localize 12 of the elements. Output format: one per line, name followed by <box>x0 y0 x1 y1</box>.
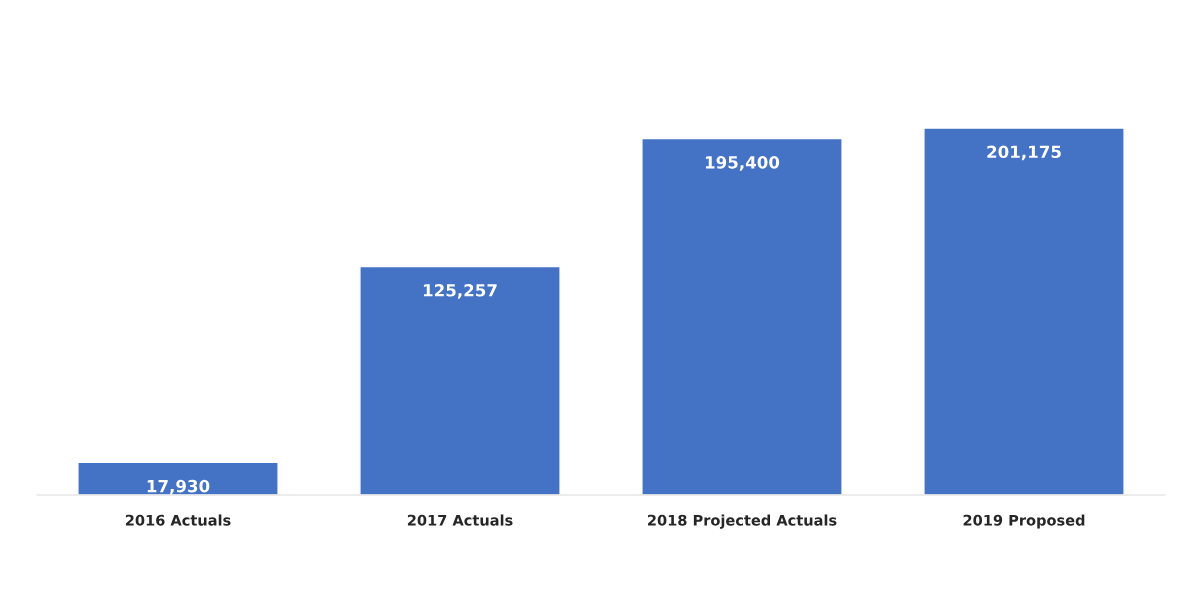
x-tick-label: 2019 Proposed <box>963 514 1085 529</box>
data-label: 195,400 <box>705 156 780 171</box>
bar <box>359 265 561 495</box>
x-tick-label: 2016 Actuals <box>125 514 231 526</box>
x-tick-label: 2017 Actuals <box>407 514 513 526</box>
data-label: 17,930 <box>147 479 210 495</box>
bar <box>641 137 843 495</box>
data-label: 125,257 <box>423 283 497 299</box>
bar <box>923 128 1125 495</box>
data-label: 201,175 <box>987 145 1061 161</box>
x-tick-label: 2018 Projected Actuals <box>648 514 837 529</box>
bar <box>77 461 279 495</box>
